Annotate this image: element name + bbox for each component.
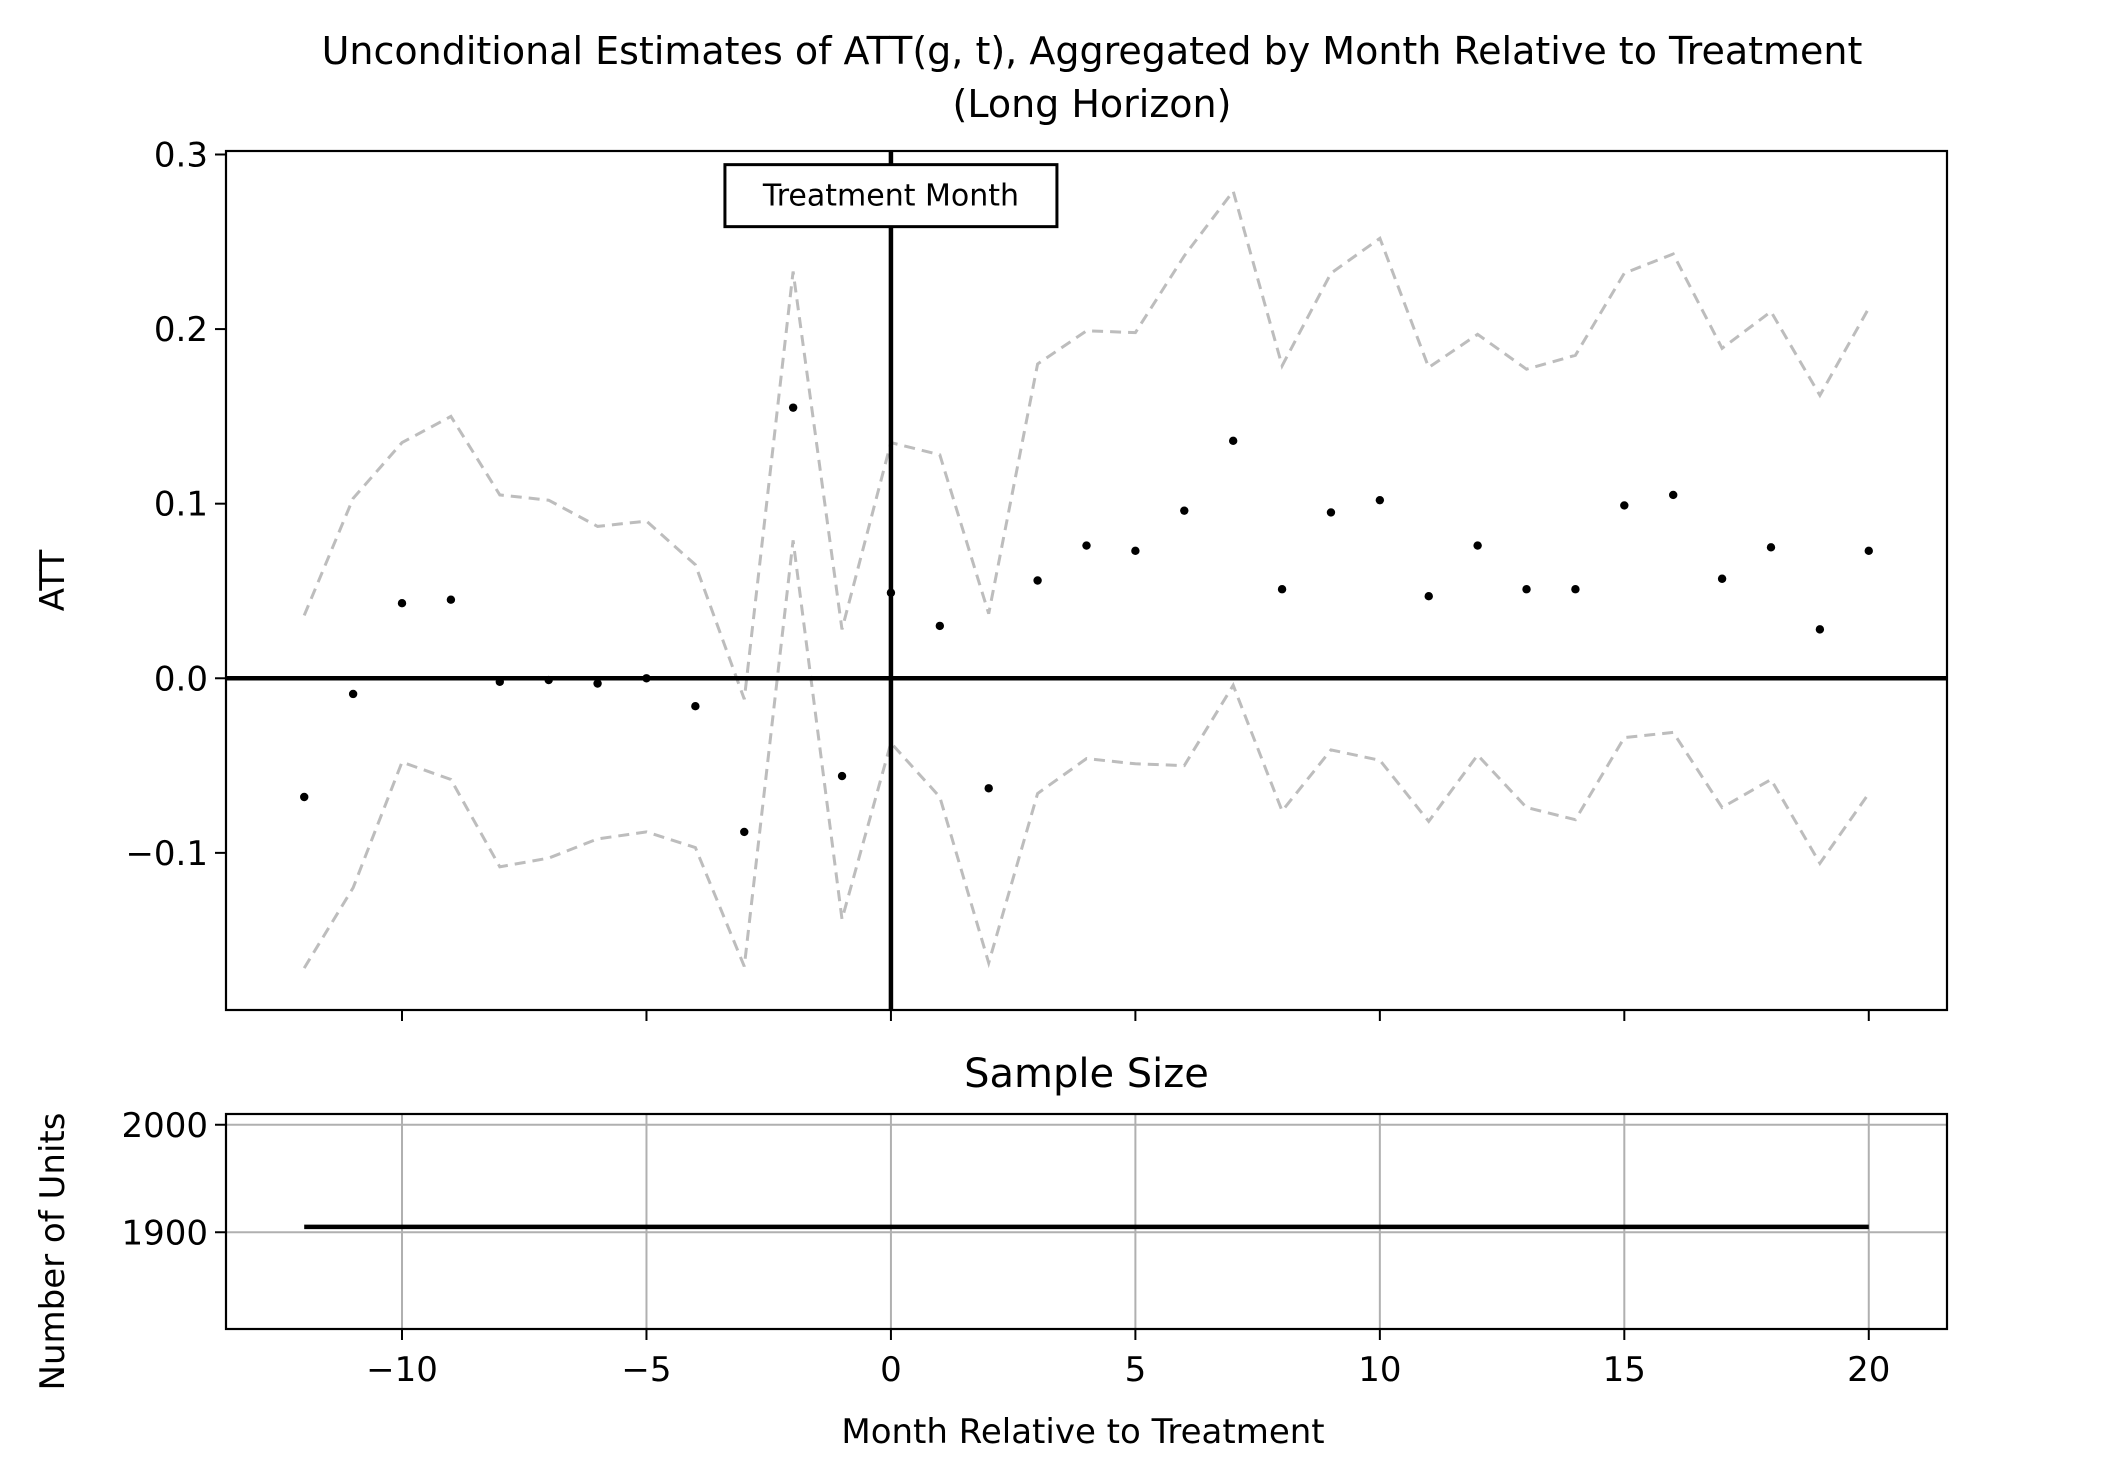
y-tick-label: 0.3 <box>154 135 208 175</box>
att-point <box>837 771 847 781</box>
sample-size-panel: Sample Size 1900 2000 −10 −5 0 5 10 15 20 Numbe… <box>33 1051 1949 1452</box>
att-plot-frame <box>224 149 1949 1012</box>
annotation-box <box>723 163 1059 229</box>
x-tick-label: −5 <box>621 1350 671 1390</box>
att-y-axis-label: ATT <box>33 549 73 611</box>
y-tick-label: 0.2 <box>154 310 208 350</box>
att-point <box>1228 436 1238 446</box>
sample-size-grid <box>226 1114 1947 1329</box>
reference-lines-layer <box>226 151 1947 1010</box>
confidence-interval-layer <box>302 187 1871 969</box>
att-point <box>1864 546 1873 556</box>
chart-title-line1: Unconditional Estimates of ATT(g, t), Ag… <box>322 29 1863 73</box>
sample-size-y-axis: 1900 2000 <box>121 1106 226 1253</box>
att-point <box>642 674 651 683</box>
y-tick-label: 1900 <box>121 1213 208 1253</box>
att-point <box>691 702 700 711</box>
att-point <box>397 598 407 608</box>
att-point <box>1473 541 1482 550</box>
ci-upper-line <box>302 187 1871 700</box>
att-point <box>1766 543 1776 552</box>
x-tick-label: 20 <box>1847 1350 1890 1390</box>
sample-size-y-axis-label: Number of Units <box>33 1113 73 1391</box>
chart-title-line2: (Long Horizon) <box>953 82 1232 126</box>
sample-size-x-axis: −10 −5 0 5 10 15 20 <box>366 1329 1890 1390</box>
y-tick-label: 2000 <box>121 1106 208 1146</box>
y-tick-label: 0.1 <box>154 485 208 525</box>
att-point <box>1326 508 1336 517</box>
annotation-text: Treatment Month <box>762 179 1019 214</box>
ci-lower-line <box>302 540 1871 969</box>
att-point <box>495 677 504 686</box>
y-tick-label: −0.1 <box>125 834 208 874</box>
x-tick-label: 5 <box>1125 1350 1147 1390</box>
x-tick-label: 0 <box>880 1350 902 1390</box>
x-tick-label: −10 <box>366 1350 438 1390</box>
sample-size-title: Sample Size <box>964 1051 1209 1097</box>
att-point <box>544 675 553 685</box>
att-point <box>788 403 798 412</box>
att-point <box>886 588 896 597</box>
att-point <box>1717 574 1727 583</box>
att-point <box>1815 625 1825 634</box>
att-point <box>740 827 749 837</box>
att-point <box>1131 546 1140 556</box>
att-point <box>348 689 358 699</box>
att-point <box>300 792 309 802</box>
att-point <box>1522 585 1531 594</box>
att-panel: Treatment Month −0.1 0.0 0.1 0.2 0.3 ATT <box>33 135 1949 1021</box>
att-point <box>984 784 993 793</box>
att-y-axis: −0.1 0.0 0.1 0.2 0.3 <box>125 135 226 874</box>
att-points-layer <box>300 403 1873 837</box>
att-x-axis <box>401 1010 1870 1021</box>
sample-size-x-axis-label: Month Relative to Treatment <box>841 1412 1324 1452</box>
treatment-month-annotation: Treatment Month <box>723 163 1059 229</box>
att-point <box>1033 576 1042 585</box>
att-point <box>1375 495 1385 505</box>
att-point <box>1082 541 1091 550</box>
sample-size-plot-frame <box>224 1112 1949 1331</box>
att-point <box>1571 585 1580 594</box>
att-point <box>1277 585 1287 594</box>
x-tick-label: 15 <box>1603 1350 1646 1390</box>
att-point <box>935 621 945 631</box>
att-point <box>593 679 602 688</box>
y-tick-label: 0.0 <box>154 659 208 699</box>
att-point <box>1620 501 1629 510</box>
x-tick-label: 10 <box>1358 1350 1401 1390</box>
att-point <box>1669 490 1678 500</box>
att-point <box>1424 592 1433 601</box>
att-point <box>446 595 456 604</box>
att-point <box>1180 506 1189 515</box>
